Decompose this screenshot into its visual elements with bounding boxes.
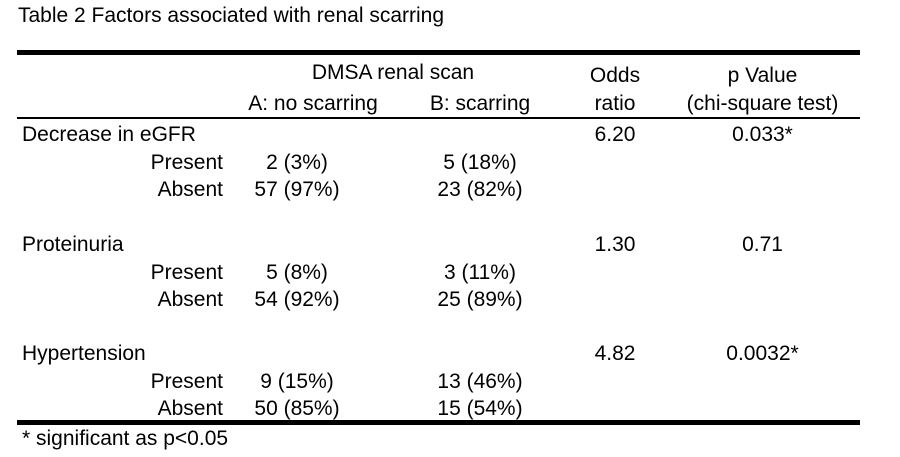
factor-label: Proteinuria [22,233,124,256]
factor-label: Decrease in eGFR [22,123,196,146]
cell-no-scarring: 9 (15%) [260,370,334,393]
odds-ratio-value: 1.30 [594,233,636,256]
table-title: Table 2 Factors associated with renal sc… [18,4,445,27]
top-rule [17,50,860,55]
cell-no-scarring: 5 (8%) [266,261,328,284]
cell-no-scarring: 54 (92%) [254,288,340,311]
cell-scarring: 25 (89%) [437,288,523,311]
row-label: Absent [157,178,223,201]
p-value: 0.0032* [726,342,799,365]
cell-no-scarring: 57 (97%) [254,178,340,201]
header-rule [17,117,860,119]
row-label: Present [150,261,223,284]
p-value: 0.71 [742,233,783,256]
footnote: * significant as p<0.05 [22,427,229,450]
factor-label: Hypertension [22,342,146,365]
cell-scarring: 13 (46%) [437,370,523,393]
cell-scarring: 23 (82%) [437,178,523,201]
row-label: Present [150,151,223,174]
header-col-b: B: scarring [429,92,531,115]
cell-scarring: 3 (11%) [444,261,516,284]
cell-scarring: 15 (54%) [437,397,523,420]
row-label: Absent [157,397,223,420]
header-p-line1: p Value [727,64,798,87]
row-label: Absent [157,288,223,311]
header-col-a: A: no scarring [248,92,378,115]
odds-ratio-value: 6.20 [594,123,636,146]
header-odds-line2: ratio [594,92,636,115]
p-value: 0.033* [732,123,793,146]
odds-ratio-value: 4.82 [594,342,636,365]
header-odds-line1: Odds [589,64,641,87]
cell-no-scarring: 50 (85%) [254,397,340,420]
row-label: Present [150,370,223,393]
cell-scarring: 5 (18%) [443,151,517,174]
header-dmsa-group: DMSA renal scan [311,61,475,84]
cell-no-scarring: 2 (3%) [266,151,328,174]
header-p-line2: (chi-square test) [686,92,839,115]
bottom-rule [17,420,860,425]
